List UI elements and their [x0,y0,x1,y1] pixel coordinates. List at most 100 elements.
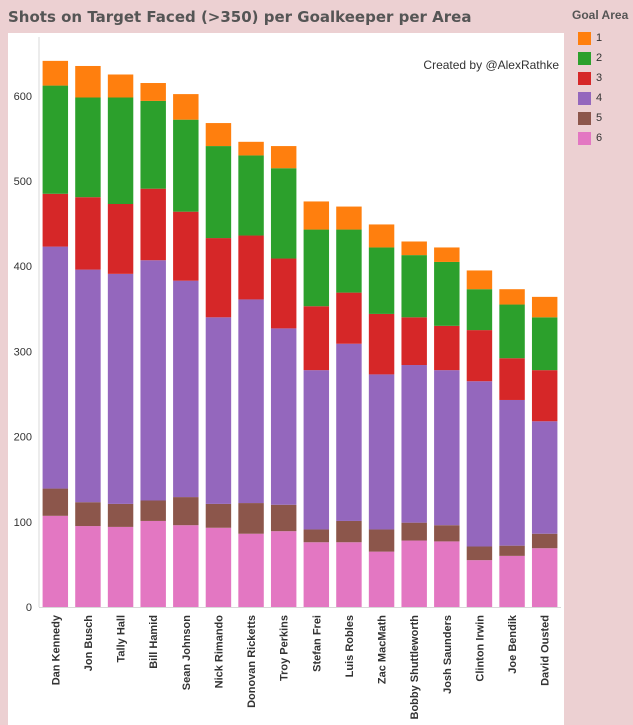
bar-segment-area-1 [173,94,199,120]
bar-segment-area-5 [303,529,330,543]
legend-items: 1 2 3 4 5 6 [572,28,632,148]
legend-item-4[interactable]: 4 [572,88,632,108]
legend-label: 6 [596,132,603,144]
bar-segment-area-4 [205,317,232,504]
bar-segment-area-1 [140,83,166,101]
bar-segment-area-5 [75,502,101,527]
bar-segment-area-4 [499,399,525,546]
bar-segment-area-6 [368,551,395,607]
bar-segment-area-4 [303,370,330,530]
bar-segment-area-5 [173,497,199,526]
x-tick-label: Troy Perkins [279,615,291,681]
bar-segment-area-3 [434,325,460,371]
bar-segment-area-4 [434,370,460,526]
bar-segment-area-5 [531,533,558,549]
annotation: Created by @AlexRathke [423,58,559,72]
bar-segment-area-5 [466,546,493,561]
bar-segment-area-4 [270,328,297,505]
x-tick-label: Jon Busch [83,615,95,672]
bar-segment-area-3 [42,193,69,247]
bar-segment-area-6 [270,531,297,607]
bar-segment-area-3 [238,235,264,300]
bar-segment-area-6 [140,520,166,607]
y-tick-label: 0 [26,602,32,614]
bar-segment-area-6 [401,540,427,607]
bar-segment-area-6 [531,548,558,607]
bar-segment-area-1 [238,141,264,156]
bar-segment-area-1 [531,296,558,318]
bar-segment-area-2 [499,304,525,359]
y-tick-label: 500 [14,176,32,188]
legend-item-5[interactable]: 5 [572,108,632,128]
bar-segment-area-6 [466,560,493,607]
bar-segment-area-2 [140,100,166,189]
bar-segment-area-4 [238,299,264,504]
x-tick-label: Joe Bendik [507,614,519,674]
chart-title: Shots on Target Faced (>350) per Goalkee… [8,8,472,26]
bar-segment-area-1 [401,241,427,256]
legend-label: 1 [596,32,603,44]
bar-segment-area-4 [173,280,199,498]
bar-segment-area-3 [303,306,330,371]
legend-label: 4 [596,92,603,104]
bar-segment-area-1 [303,201,330,230]
bar-segment-area-5 [238,503,264,534]
legend-swatch [578,51,591,65]
bar-segment-area-1 [336,206,362,230]
legend-label: 2 [596,52,603,64]
bar-segment-area-5 [401,522,427,541]
bar-segment-area-1 [75,65,101,98]
bar-segment-area-5 [205,503,232,528]
bar-segment-area-6 [303,542,330,607]
bar-segment-area-5 [499,545,525,556]
x-tick-label: Luis Robles [344,615,356,677]
bar-segment-area-6 [173,525,199,607]
bar-segment-area-4 [401,365,427,523]
x-tick-label: Bobby Shuttleworth [409,615,421,720]
bar-segment-area-3 [75,197,101,270]
bar-segment-area-2 [401,255,427,318]
x-tick-label: Zac MacMath [377,615,389,684]
y-tick-label: 300 [14,346,32,358]
x-tick-label: Clinton Irwin [474,615,486,682]
x-tick-label: Bill Hamid [148,615,160,669]
bar-segment-area-1 [434,247,460,262]
bar-segment-area-3 [173,211,199,281]
legend-item-3[interactable]: 3 [572,68,632,88]
bar-segment-area-2 [368,247,395,314]
plot-area: 0 100 200 300 400 500 600 Dan Kennedy Jon Busch T… [8,33,564,725]
bar-segment-area-2 [434,261,460,326]
y-tick-label: 200 [14,432,32,444]
x-tick-label: Josh Saunders [442,615,454,694]
bar-segment-area-4 [368,374,395,530]
legend-swatch [578,111,591,125]
x-tick-label: Tally Hall [116,615,128,662]
bar-segment-area-2 [205,146,232,239]
legend-item-6[interactable]: 6 [572,128,632,148]
bar-segment-area-2 [270,168,297,259]
legend-item-1[interactable]: 1 [572,28,632,48]
bar-segment-area-3 [466,330,493,382]
bar-segment-area-3 [205,238,232,318]
bar-segment-area-1 [466,270,493,290]
bar-segment-area-2 [531,317,558,371]
bar-segment-area-2 [336,229,362,293]
bar-segment-area-1 [205,123,232,147]
bar-segment-area-4 [75,269,101,503]
bar-segment-area-6 [42,515,69,607]
bar-segment-area-4 [466,381,493,547]
bar-segment-area-1 [270,146,297,169]
bar-segment-area-5 [42,488,69,516]
bar-segment-area-3 [531,370,558,422]
legend-label: 5 [596,112,603,124]
bar-segment-area-1 [107,74,134,98]
bar-segment-area-5 [434,525,460,542]
legend-swatch [578,91,591,105]
bar-segment-area-1 [499,289,525,305]
bar-segment-area-3 [140,188,166,261]
bar-segment-area-4 [140,260,166,501]
legend-item-2[interactable]: 2 [572,48,632,68]
bar-segment-area-3 [401,317,427,366]
bar-segment-area-2 [466,289,493,331]
bar-segment-area-6 [238,533,264,607]
